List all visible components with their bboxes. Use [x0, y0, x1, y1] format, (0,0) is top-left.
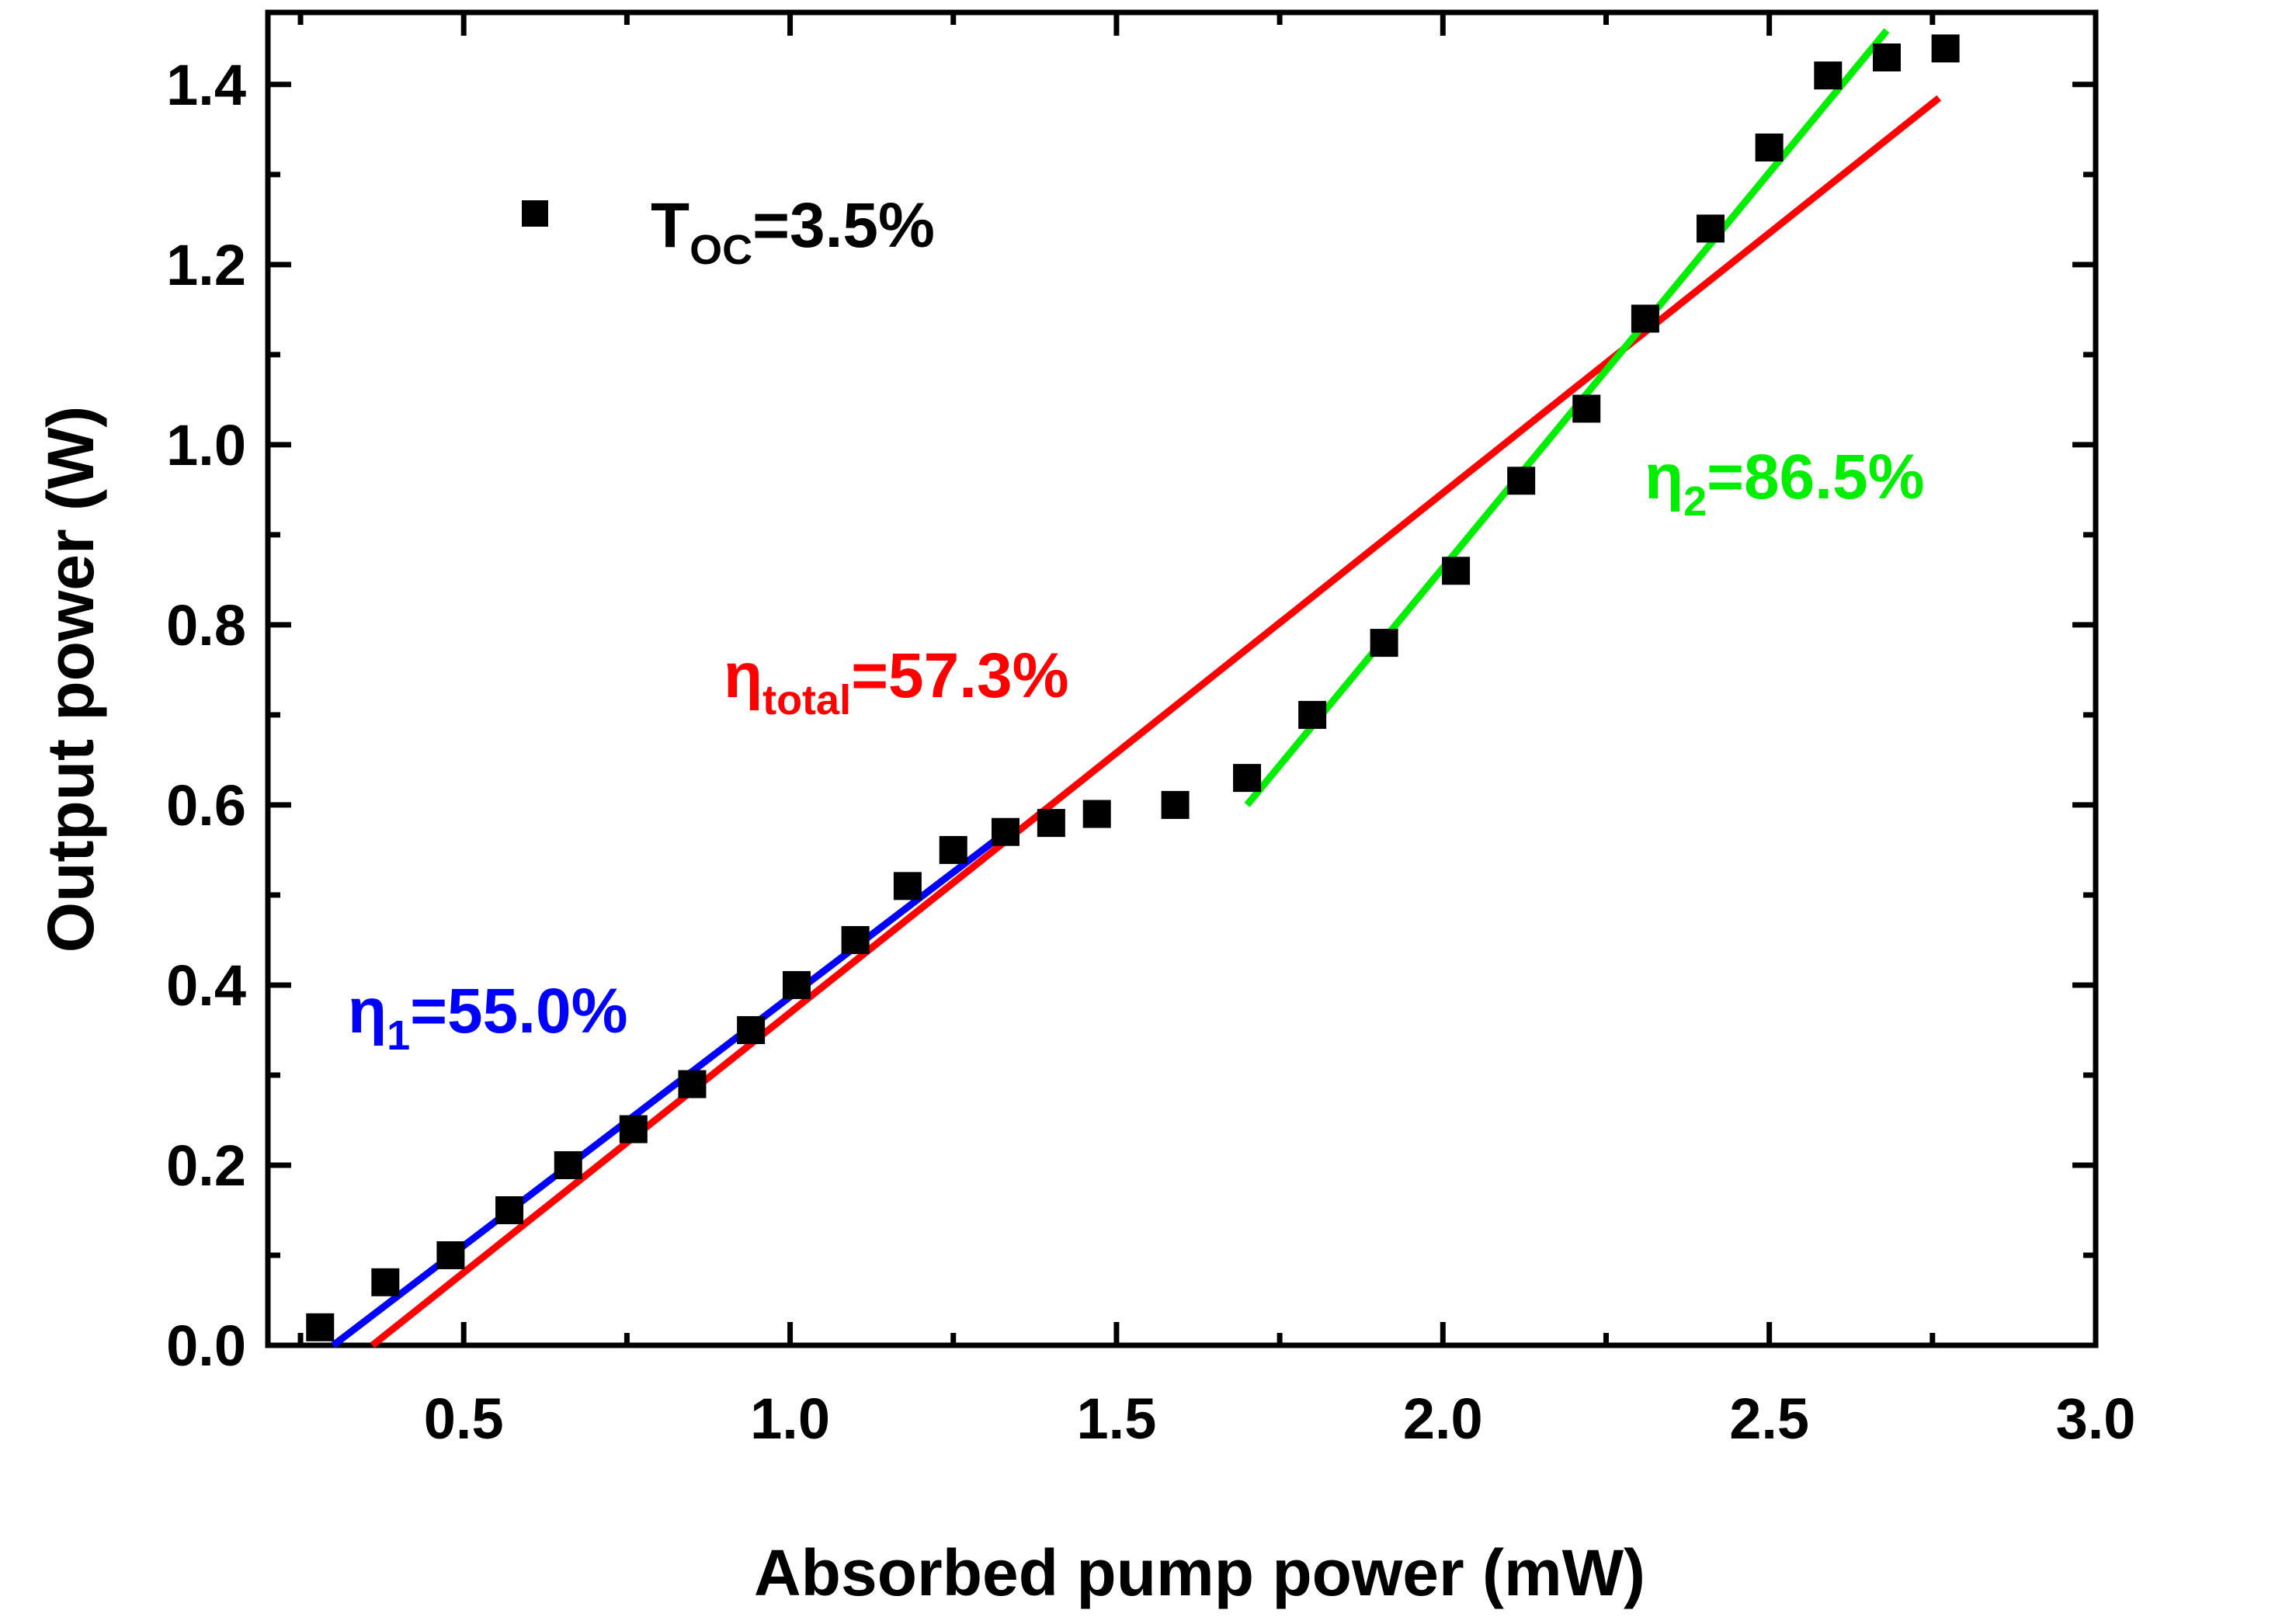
- data-point: [1631, 304, 1659, 333]
- annotation-eta2: η2=86.5%: [1645, 442, 1925, 525]
- data-point: [1037, 809, 1065, 838]
- legend-marker: [522, 200, 548, 227]
- data-point: [436, 1241, 465, 1269]
- y-tick-label: 0.0: [166, 1313, 246, 1378]
- data-point: [1696, 214, 1725, 243]
- data-point: [1082, 800, 1111, 828]
- data-point: [1161, 790, 1190, 819]
- x-axis-title: Absorbed pump power (mW): [754, 1536, 1645, 1609]
- data-point: [495, 1195, 524, 1224]
- data-point: [1298, 700, 1327, 729]
- data-point: [554, 1150, 582, 1179]
- legend-label: TOC=3.5%: [651, 190, 935, 273]
- data-point: [893, 872, 922, 900]
- y-tick-label: 1.0: [166, 413, 246, 477]
- data-point: [1872, 43, 1901, 72]
- y-tick-label: 0.6: [166, 773, 246, 838]
- y-tick-label: 0.4: [166, 953, 246, 1018]
- y-tick-label: 1.4: [166, 53, 246, 117]
- y-tick-label: 0.8: [166, 593, 246, 658]
- fit-line-1: [370, 95, 1942, 1348]
- y-axis-title: Output power (W): [34, 406, 107, 953]
- fit-line-2: [1244, 28, 1890, 807]
- data-point: [841, 925, 870, 954]
- data-point: [1755, 134, 1784, 162]
- data-point: [306, 1313, 335, 1341]
- axis-ticks: [268, 12, 2099, 1348]
- data-point: [678, 1070, 707, 1098]
- data-point: [1233, 764, 1262, 793]
- data-point: [992, 817, 1020, 846]
- data-point: [1507, 467, 1536, 495]
- data-point: [371, 1268, 400, 1296]
- data-point: [782, 970, 811, 999]
- x-tick-label: 1.0: [750, 1386, 830, 1451]
- x-tick-label: 2.0: [1403, 1386, 1483, 1451]
- x-tick-label: 3.0: [2056, 1386, 2136, 1451]
- data-point: [1572, 394, 1601, 423]
- x-tick-label: 0.5: [424, 1386, 504, 1451]
- data-point: [619, 1115, 648, 1143]
- data-point: [939, 835, 967, 864]
- annotation-eta-total: ηtotal=57.3%: [724, 640, 1069, 724]
- fit-line-0: [331, 824, 1015, 1348]
- data-point: [1370, 629, 1398, 658]
- y-tick-label: 1.2: [166, 233, 246, 297]
- y-tick-label: 0.2: [166, 1133, 246, 1198]
- data-point: [737, 1015, 766, 1044]
- x-tick-label: 2.5: [1729, 1386, 1809, 1451]
- annotation-eta1: η1=55.0%: [348, 976, 628, 1059]
- data-point: [1442, 557, 1471, 585]
- data-point: [1931, 34, 1960, 63]
- x-tick-label: 1.5: [1076, 1386, 1156, 1451]
- tick-labels: 0.5 1.0 1.5 2.0 2.5 3.0 0.0 0.2 0.4 0.6 0.8 1.0 1.2 1…: [166, 53, 2135, 1451]
- data-point: [1814, 61, 1843, 90]
- data-points: [306, 34, 1960, 1341]
- plot-frame: [265, 9, 2099, 1348]
